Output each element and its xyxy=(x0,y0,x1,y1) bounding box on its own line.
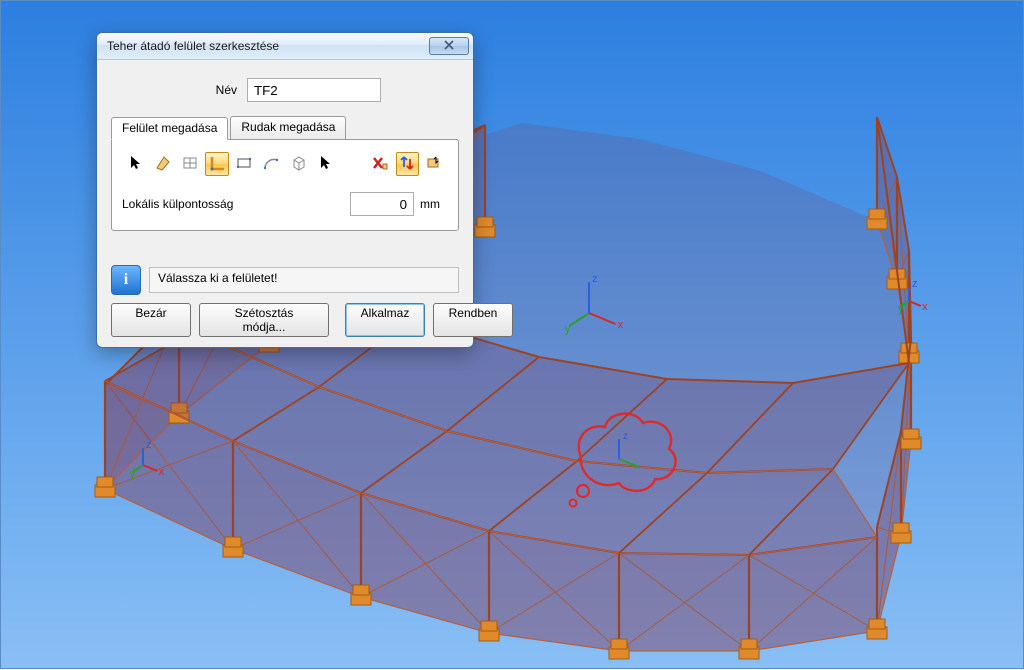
edit-load-surface-dialog: Teher átadó felület szerkesztése Név Fel… xyxy=(96,32,474,348)
name-label: Név xyxy=(201,83,237,97)
eccentricity-row: Lokális külpontosság mm xyxy=(122,192,448,216)
corner-l-icon xyxy=(208,154,226,175)
pointer2-tool[interactable] xyxy=(314,152,337,176)
pointer2-icon xyxy=(317,154,335,175)
info-message: Válassza ki a felületet! xyxy=(158,271,277,285)
svg-text:z: z xyxy=(912,278,918,290)
reframe-icon xyxy=(425,154,443,175)
dialog-titlebar[interactable]: Teher átadó felület szerkesztése xyxy=(97,33,473,60)
info-row: i Válassza ki a felületet! xyxy=(111,265,459,295)
tab-surface[interactable]: Felület megadása xyxy=(111,117,228,140)
tabs: Felület megadása Rudak megadása Lokális … xyxy=(111,116,459,231)
tab-bars[interactable]: Rudak megadása xyxy=(230,116,346,139)
dialog-title: Teher átadó felület szerkesztése xyxy=(107,39,429,53)
corner-l-tool[interactable] xyxy=(205,152,228,176)
svg-text:y: y xyxy=(898,303,904,315)
surface-toolbar xyxy=(122,150,448,178)
svg-text:y: y xyxy=(130,468,136,480)
eccentricity-unit: mm xyxy=(420,197,448,211)
svg-text:z: z xyxy=(146,439,152,451)
plane-angle-tool[interactable] xyxy=(151,152,174,176)
pointer-icon xyxy=(127,154,145,175)
svg-text:z: z xyxy=(592,273,598,285)
box3d-tool[interactable] xyxy=(287,152,310,176)
reframe-tool[interactable] xyxy=(423,152,446,176)
plane-angle-icon xyxy=(154,154,172,175)
svg-text:x: x xyxy=(618,319,624,331)
close-button[interactable] xyxy=(429,37,469,55)
eccentricity-label: Lokális külpontosság xyxy=(122,197,344,211)
delete-x-tool[interactable] xyxy=(369,152,392,176)
info-icon: i xyxy=(111,265,141,295)
svg-text:x: x xyxy=(922,301,928,313)
delete-x-icon xyxy=(371,154,389,175)
svg-text:x: x xyxy=(159,466,165,478)
dialog-body: Név Felület megadása Rudak megadása Loká… xyxy=(97,60,473,347)
apply-btn[interactable]: Alkalmaz xyxy=(345,303,425,337)
surface-grid-tool[interactable] xyxy=(178,152,201,176)
name-input[interactable] xyxy=(247,78,381,102)
close-icon xyxy=(444,39,454,53)
surface-grid-icon xyxy=(181,154,199,175)
pointer-tool[interactable] xyxy=(124,152,147,176)
svg-text:y: y xyxy=(565,323,571,335)
rect-icon xyxy=(235,154,253,175)
flip-arrows-tool[interactable] xyxy=(396,152,419,176)
dialog-buttons: Bezár Szétosztás módja... Alkalmaz Rendb… xyxy=(111,303,459,337)
close-btn[interactable]: Bezár xyxy=(111,303,191,337)
svg-text:z: z xyxy=(623,431,628,442)
box3d-icon xyxy=(290,154,308,175)
arc-tool[interactable] xyxy=(260,152,283,176)
rect-tool[interactable] xyxy=(233,152,256,176)
ok-btn[interactable]: Rendben xyxy=(433,303,513,337)
flip-arrows-icon xyxy=(398,154,416,175)
eccentricity-input[interactable] xyxy=(350,192,414,216)
name-row: Név xyxy=(201,78,459,102)
distribution-btn[interactable]: Szétosztás módja... xyxy=(199,303,329,337)
arc-icon xyxy=(262,154,280,175)
tab-panel-surface: Lokális külpontosság mm xyxy=(111,139,459,231)
